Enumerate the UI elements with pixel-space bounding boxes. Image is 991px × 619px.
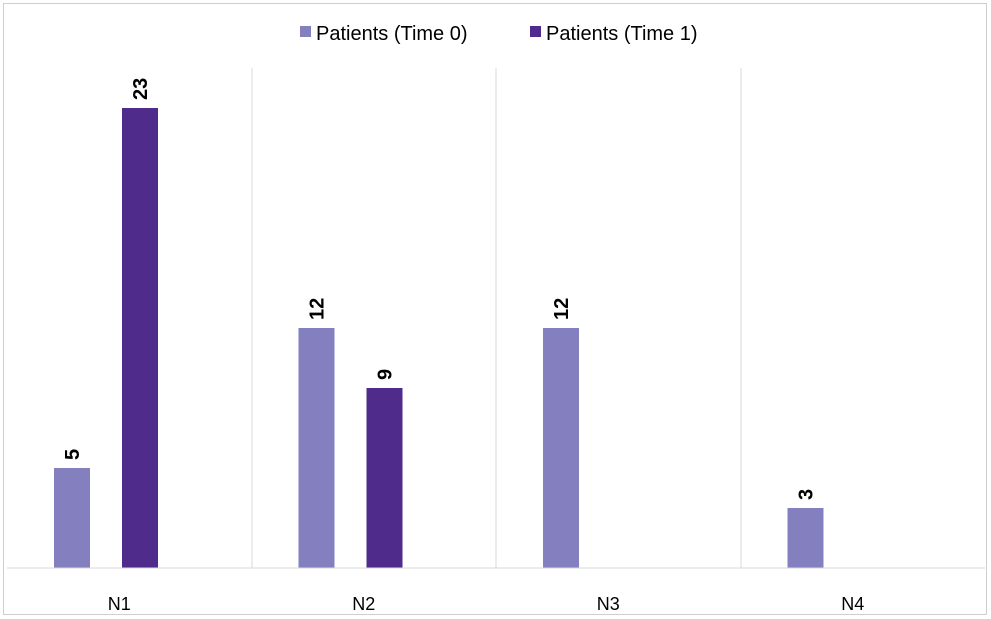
bar-n1-series-2 (122, 108, 158, 568)
legend-label-2: Patients (Time 1) (546, 23, 698, 45)
category-label-n2: N2 (352, 594, 375, 614)
bar-n4-series-1 (787, 508, 824, 568)
category-label-n1: N1 (108, 594, 131, 614)
data-label-n1-series-1: 5 (62, 449, 84, 460)
category-label-n3: N3 (597, 594, 620, 614)
data-label-n2-series-2: 9 (375, 369, 397, 380)
legend-swatch-1 (300, 26, 311, 37)
data-label-n2-series-1: 12 (307, 298, 329, 320)
legend-swatch-2 (530, 26, 541, 37)
category-label-n4: N4 (841, 594, 864, 614)
bars (54, 108, 824, 568)
data-label-n3-series-1: 12 (551, 298, 573, 320)
bar-n3-series-1 (543, 328, 579, 568)
data-labels: 5 23 12 9 12 3 (62, 78, 818, 500)
data-label-n4-series-1: 3 (796, 489, 818, 500)
legend-label-1: Patients (Time 0) (316, 23, 468, 45)
bar-n2-series-2 (366, 388, 403, 568)
x-axis: N1 N2 N3 N4 (7, 567, 985, 614)
legend: Patients (Time 0) Patients (Time 1) (300, 23, 698, 45)
bar-n1-series-1 (54, 468, 90, 568)
category-separators (251, 68, 742, 568)
data-label-n1-series-2: 23 (130, 78, 152, 100)
bar-n2-series-1 (298, 328, 335, 568)
